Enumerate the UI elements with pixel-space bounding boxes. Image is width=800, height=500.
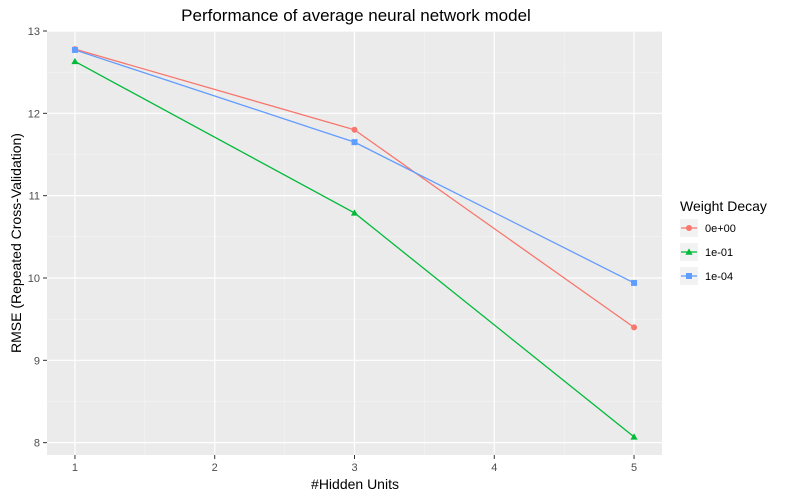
legend-key-marker bbox=[686, 225, 692, 231]
y-tick-label: 8 bbox=[34, 438, 40, 450]
legend-key-marker bbox=[685, 248, 693, 255]
y-tick-label: 9 bbox=[34, 355, 40, 367]
data-point bbox=[351, 126, 358, 133]
legend-item: 1e-01 bbox=[680, 243, 733, 261]
legend-item: 0e+00 bbox=[680, 219, 736, 237]
x-tick-label: 4 bbox=[491, 462, 497, 474]
y-tick-label: 13 bbox=[28, 26, 40, 38]
series-1e-04 bbox=[71, 46, 638, 286]
data-point bbox=[351, 139, 358, 146]
y-tick-label: 10 bbox=[28, 273, 40, 285]
y-axis-title: RMSE (Repeated Cross-Validation) bbox=[8, 133, 24, 353]
legend-label: 1e-01 bbox=[705, 247, 733, 259]
legend-label: 1e-04 bbox=[705, 271, 733, 283]
legend: Weight Decay 0e+00 1e-01 1e-04 bbox=[680, 198, 767, 285]
data-point bbox=[71, 46, 78, 53]
x-tick-label: 3 bbox=[351, 462, 357, 474]
data-point bbox=[630, 433, 638, 440]
legend-label: 0e+00 bbox=[705, 223, 736, 235]
data-point bbox=[71, 57, 79, 65]
chart-title: Performance of average neural network mo… bbox=[181, 6, 531, 25]
x-axis-title: #Hidden Units bbox=[311, 476, 399, 492]
x-tick-label: 5 bbox=[631, 462, 637, 474]
y-tick-label: 12 bbox=[28, 108, 40, 120]
legend-item: 1e-04 bbox=[680, 267, 733, 285]
x-tick-label: 1 bbox=[72, 462, 78, 474]
data-point bbox=[350, 209, 359, 216]
legend-key-marker bbox=[686, 273, 692, 279]
series-1e-01 bbox=[71, 57, 638, 440]
x-tick-label: 2 bbox=[212, 462, 218, 474]
series-layer bbox=[71, 46, 638, 440]
major-gridlines bbox=[47, 30, 662, 455]
data-point bbox=[631, 324, 638, 331]
y-tick-label: 11 bbox=[29, 191, 40, 203]
legend-title: Weight Decay bbox=[680, 198, 767, 214]
data-point bbox=[631, 279, 638, 286]
